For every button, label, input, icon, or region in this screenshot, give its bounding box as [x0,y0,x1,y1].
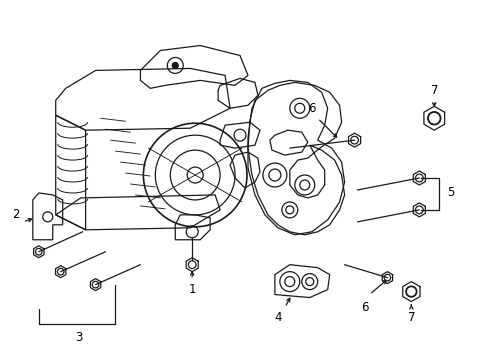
Text: 7: 7 [429,84,437,97]
Text: 1: 1 [188,283,196,296]
Text: 2: 2 [12,208,20,221]
Circle shape [172,62,178,68]
Text: 5: 5 [447,186,454,199]
Text: 6: 6 [360,301,367,314]
Text: 7: 7 [407,311,414,324]
Text: 4: 4 [274,311,281,324]
Text: 3: 3 [75,331,82,344]
Text: 6: 6 [307,102,315,115]
